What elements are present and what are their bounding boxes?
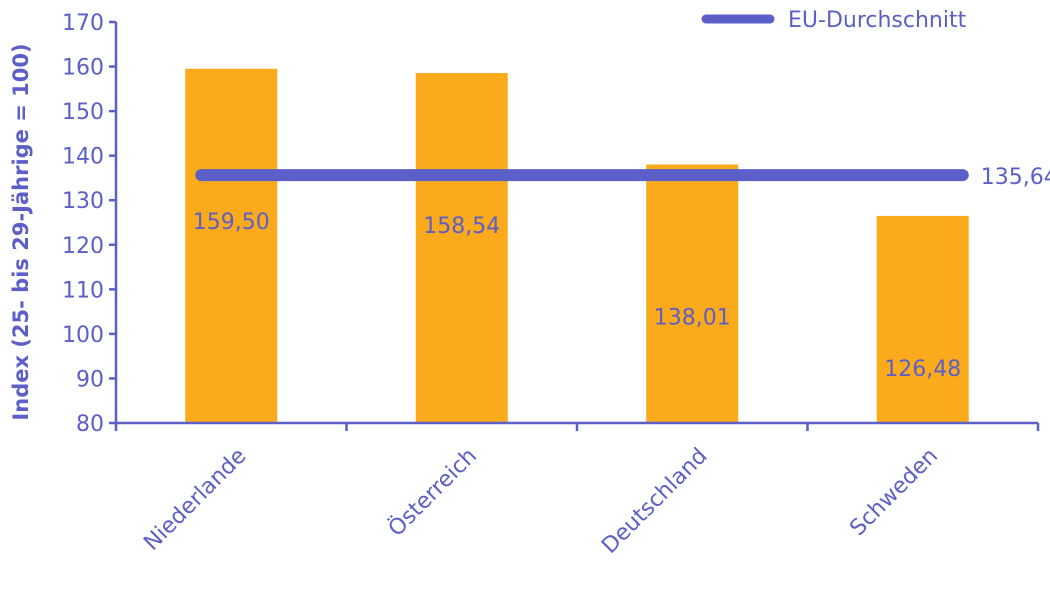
y-tick-label-170: 170 — [62, 11, 104, 36]
axes-group — [109, 20, 1040, 431]
bar-4 — [876, 215, 969, 423]
x-tick-label-3: Deutschland — [597, 444, 712, 559]
y-tick-label-100: 100 — [62, 323, 104, 348]
value-label-4: 126,48 — [884, 357, 961, 382]
y-tick-label-120: 120 — [62, 234, 104, 259]
bars-group — [185, 68, 969, 424]
eu-average-value-label: 135,64 — [981, 165, 1050, 190]
x-tick-labels-group: Niederlande Österreich Deutschland Schweden — [139, 443, 943, 559]
y-tick-label-90: 90 — [76, 367, 104, 392]
bar-3 — [646, 164, 739, 424]
y-tick-label-110: 110 — [62, 278, 104, 303]
y-tick-label-140: 140 — [62, 145, 104, 170]
value-labels-group: 159,50 158,54 138,01 126,48 — [193, 210, 961, 382]
x-tick-label-4: Schweden — [845, 444, 943, 542]
value-label-2: 158,54 — [423, 214, 500, 239]
x-tick-label-2: Österreich — [383, 443, 482, 542]
eu-average-line-group: 135,64 — [195, 165, 1050, 190]
legend-label: EU-Durchschnitt — [788, 8, 967, 33]
y-tick-label-160: 160 — [62, 56, 104, 81]
y-tick-label-130: 130 — [62, 189, 104, 214]
legend: EU-Durchschnitt — [701, 8, 967, 33]
y-tick-labels-group: 80 90 100 110 120 130 140 150 160 170 — [62, 11, 104, 437]
y-axis-label: Index (25- bis 29-Jährige = 100) — [9, 43, 33, 420]
value-label-3: 138,01 — [654, 306, 731, 331]
value-label-1: 159,50 — [193, 210, 270, 235]
y-tick-label-80: 80 — [76, 412, 104, 437]
y-tick-label-150: 150 — [62, 100, 104, 125]
x-tick-label-1: Niederlande — [139, 444, 251, 556]
bar-1 — [185, 68, 278, 424]
bar-2 — [415, 73, 508, 423]
